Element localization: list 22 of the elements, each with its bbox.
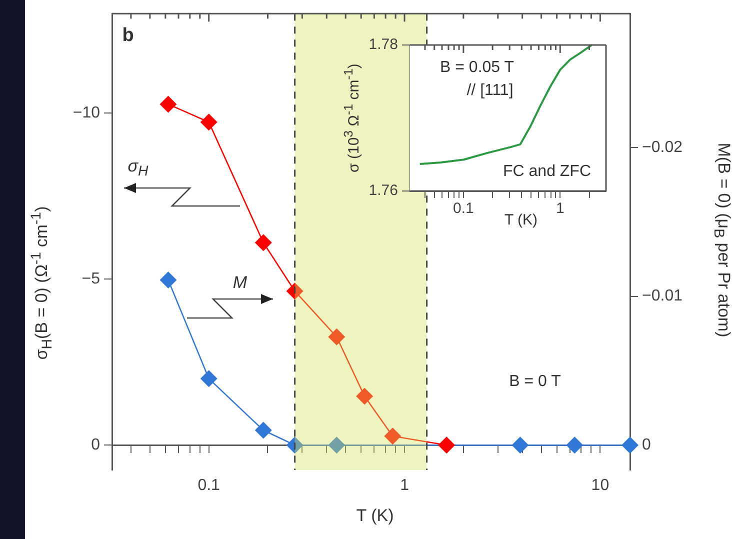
y-tick-label: −5: [82, 270, 100, 288]
y2-tick-label: −0.01: [642, 288, 683, 305]
x-tick-label: 1: [400, 477, 410, 494]
y-tick-label: 1.76: [368, 182, 398, 200]
y-tick-label: 0: [91, 436, 100, 454]
x-tick-label: 1: [556, 200, 564, 218]
y2-tick-label: −0.02: [642, 138, 683, 156]
x-axis-title: T (K): [356, 506, 394, 526]
annotation: // [111]: [466, 82, 514, 100]
x-axis-title: T (K): [504, 212, 538, 228]
annotation: B = 0.05 T: [440, 59, 514, 77]
y-tick-label: 1.78: [368, 36, 398, 54]
y-tick-label: −10: [72, 104, 100, 122]
y2-tick-label: 0: [642, 436, 651, 454]
annotation: B = 0 T: [509, 373, 561, 391]
annotation: b: [122, 25, 134, 47]
x-tick-label: 10: [591, 477, 610, 494]
annotation: σ$_{H}$: [128, 156, 148, 180]
annotation: M: [232, 273, 248, 293]
x-tick-label: 0.1: [453, 200, 474, 218]
x-tick-label: 0.1: [198, 477, 220, 494]
annotation: FC and ZFC: [502, 163, 592, 181]
